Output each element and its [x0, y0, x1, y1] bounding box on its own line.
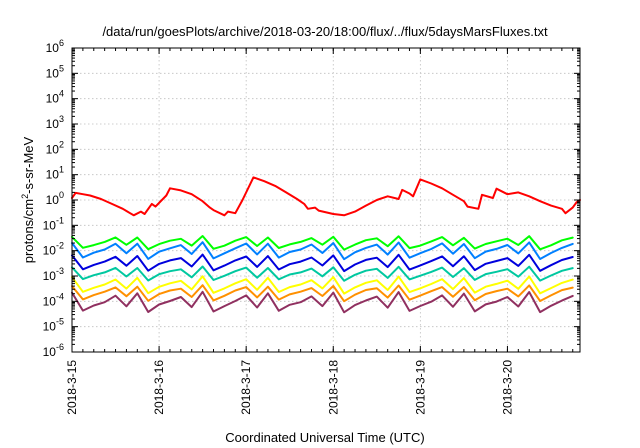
x-tick-label: 2018-3-19	[413, 360, 427, 415]
y-tick-exponent: 4	[59, 89, 64, 99]
y-tick-base: 10	[46, 41, 60, 55]
y-tick-exponent: 5	[59, 63, 64, 73]
grid	[71, 47, 580, 353]
y-tick-exponent: -4	[56, 291, 64, 301]
series-line-4	[71, 253, 574, 273]
y-tick-base: 10	[43, 218, 57, 232]
x-tick-label: 2018-3-17	[239, 360, 253, 415]
y-tick-exponent: -1	[56, 215, 64, 225]
y-tick-label: 105	[46, 63, 64, 80]
y-tick-label: 10-1	[43, 215, 64, 232]
y-tick-exponent: 2	[59, 139, 64, 149]
y-tick-exponent: -6	[56, 342, 64, 352]
y-tick-label: 101	[46, 165, 64, 182]
y-axis-label-prefix: protons/cm	[21, 199, 36, 263]
x-tick-label: 2018-3-16	[152, 360, 166, 415]
series-line-3	[71, 241, 574, 261]
series-line-7	[71, 284, 574, 303]
series-line-2	[71, 235, 574, 251]
y-tick-label: 10-5	[43, 317, 64, 334]
series-line-1	[71, 176, 581, 217]
y-tick-label: 102	[46, 139, 64, 156]
y-tick-base: 10	[43, 269, 57, 283]
x-tick-label: 2018-3-20	[500, 360, 514, 415]
y-tick-exponent: -3	[56, 266, 64, 276]
y-axis-label-sup: 2	[20, 194, 30, 199]
y-tick-label: 10-6	[43, 342, 64, 359]
y-tick-exponent: 6	[59, 38, 64, 48]
y-tick-base: 10	[43, 320, 57, 334]
y-tick-exponent: 1	[59, 165, 64, 175]
x-tick-label: 2018-3-15	[65, 360, 79, 415]
series-line-5	[71, 265, 574, 282]
series-line-8	[71, 290, 574, 314]
y-axis-label: protons/cm2-s-sr-MeV	[20, 136, 36, 263]
y-axis-label-suffix: -s-sr-MeV	[21, 136, 36, 193]
x-axis-label: Coordinated Universal Time (UTC)	[225, 430, 424, 445]
series-group	[71, 176, 581, 314]
y-tick-label: 106	[46, 38, 64, 55]
y-tick-base: 10	[43, 345, 57, 359]
chart-title: /data/run/goesPlots/archive/2018-03-20/1…	[102, 24, 548, 39]
y-tick-label: 10-3	[43, 266, 64, 283]
y-tick-label: 103	[46, 114, 64, 131]
y-tick-base: 10	[46, 92, 60, 106]
y-tick-base: 10	[46, 66, 60, 80]
y-tick-base: 10	[46, 193, 60, 207]
y-tick-label: 10-2	[43, 241, 64, 258]
y-tick-exponent: 3	[59, 114, 64, 124]
y-tick-label: 10-4	[43, 291, 64, 308]
y-tick-base: 10	[46, 117, 60, 131]
y-tick-base: 10	[46, 168, 60, 182]
y-tick-base: 10	[43, 244, 57, 258]
y-tick-exponent: -2	[56, 241, 64, 251]
axis-ticks: 10-610-510-410-310-210-11001011021031041…	[43, 38, 580, 415]
y-tick-base: 10	[43, 294, 57, 308]
y-tick-base: 10	[46, 142, 60, 156]
y-tick-exponent: -5	[56, 317, 64, 327]
series-line-6	[71, 275, 574, 295]
x-tick-label: 2018-3-18	[326, 360, 340, 415]
y-tick-exponent: 0	[59, 190, 64, 200]
y-tick-label: 104	[46, 89, 64, 106]
y-tick-label: 100	[46, 190, 64, 207]
